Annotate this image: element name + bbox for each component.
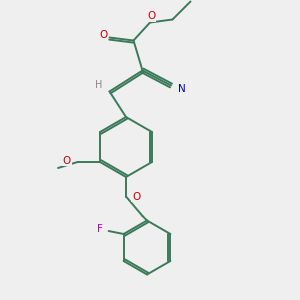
Text: O: O bbox=[63, 155, 71, 166]
Text: F: F bbox=[97, 224, 103, 235]
Text: O: O bbox=[132, 191, 140, 202]
Text: N: N bbox=[178, 84, 185, 94]
Text: O: O bbox=[147, 11, 156, 21]
Text: H: H bbox=[95, 80, 103, 90]
Text: O: O bbox=[99, 29, 108, 40]
